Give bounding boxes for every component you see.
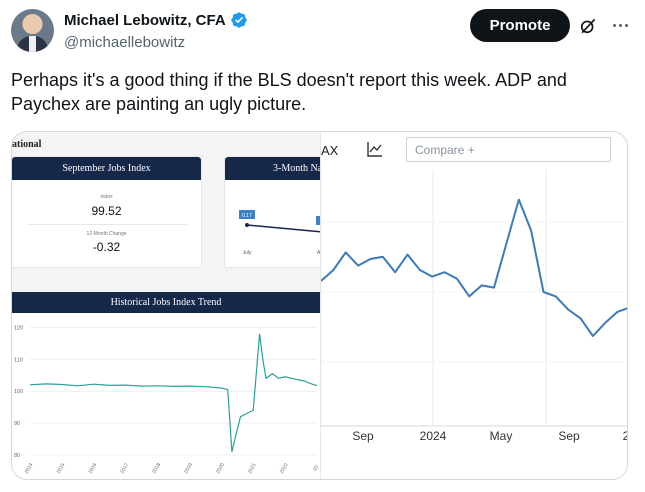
- author-name-row: Michael Lebowitz, CFA: [64, 11, 248, 29]
- x-tick-label: 2024: [420, 429, 447, 443]
- historical-series-line: [29, 333, 318, 452]
- index-value: 99.52: [91, 204, 122, 218]
- three-month-x-label: July: [243, 250, 252, 256]
- three-month-card: 3-Month Na 0.17 July Au: [225, 157, 320, 267]
- compare-input[interactable]: Compare +: [406, 137, 611, 162]
- avatar-shirt: [29, 36, 36, 52]
- x-tick-label: 2016: [88, 462, 99, 475]
- three-month-card-title: 3-Month Na: [225, 157, 320, 180]
- three-month-x-label: Au: [317, 250, 320, 256]
- x-tick-label: 2020: [215, 462, 226, 475]
- right-line-chart: Sep 2024 May Sep 2: [321, 170, 628, 443]
- change-value: -0.32: [92, 240, 121, 254]
- author-handle[interactable]: @michaellebowitz: [64, 34, 186, 51]
- x-tick-label: 2018: [151, 462, 162, 475]
- x-tick-label: 20: [312, 464, 320, 472]
- right-image[interactable]: AX Compare + Sep 2024 May Sep 2: [320, 132, 628, 479]
- ticker-fragment: AX: [321, 143, 339, 158]
- x-tick-label: Sep: [558, 429, 580, 443]
- x-tick-label: May: [490, 429, 513, 443]
- x-tick-label: 2015: [56, 462, 67, 475]
- author-name[interactable]: Michael Lebowitz, CFA: [64, 11, 226, 29]
- change-label: 12-Month Change: [86, 231, 127, 237]
- x-tick-label: 2014: [24, 462, 35, 475]
- x-tick-label: 2019: [183, 462, 194, 475]
- grok-icon[interactable]: [578, 16, 598, 36]
- three-month-line: [246, 224, 320, 233]
- tweet-text: Perhaps it's a good thing if the BLS doe…: [11, 70, 567, 114]
- index-label: Index: [100, 194, 113, 200]
- three-month-chart: 0.17 July Au: [239, 210, 320, 256]
- historical-trend-title: Historical Jobs Index Trend: [12, 292, 320, 313]
- verified-badge-icon: [231, 12, 247, 28]
- y-tick-label: 120: [14, 325, 23, 331]
- x-tick-label: 2: [623, 429, 628, 443]
- jobs-index-card-title: September Jobs Index: [12, 157, 201, 180]
- y-tick-label: 80: [14, 453, 20, 459]
- left-image[interactable]: ational September Jobs Index Index 99.52…: [12, 132, 320, 479]
- y-tick-label: 100: [14, 389, 23, 395]
- left-image-title: ational: [12, 139, 42, 150]
- x-tick-label: 2022: [279, 462, 290, 475]
- x-tick-label: 2021: [247, 462, 258, 475]
- three-month-point: [245, 223, 249, 227]
- jobs-index-card: September Jobs Index Index 99.52 12-Mont…: [12, 157, 201, 267]
- x-tick-label: 2017: [119, 462, 130, 475]
- three-month-badge: [239, 210, 255, 219]
- three-month-badge-value: 0.17: [242, 213, 252, 219]
- card-divider: [27, 224, 187, 225]
- more-options-icon[interactable]: [608, 14, 632, 36]
- x-tick-label: Sep: [352, 429, 374, 443]
- y-tick-label: 90: [14, 421, 20, 427]
- promote-button[interactable]: Promote: [470, 9, 570, 42]
- y-tick-label: 110: [14, 357, 23, 363]
- tweet-media[interactable]: ational September Jobs Index Index 99.52…: [11, 131, 628, 480]
- historical-trend-panel: Historical Jobs Index Trend 120 110 100 90 8…: [12, 292, 320, 479]
- right-series-line: [321, 198, 627, 337]
- three-month-badge-2: [316, 216, 320, 225]
- line-chart-icon[interactable]: [367, 141, 383, 157]
- author-avatar[interactable]: [11, 9, 54, 52]
